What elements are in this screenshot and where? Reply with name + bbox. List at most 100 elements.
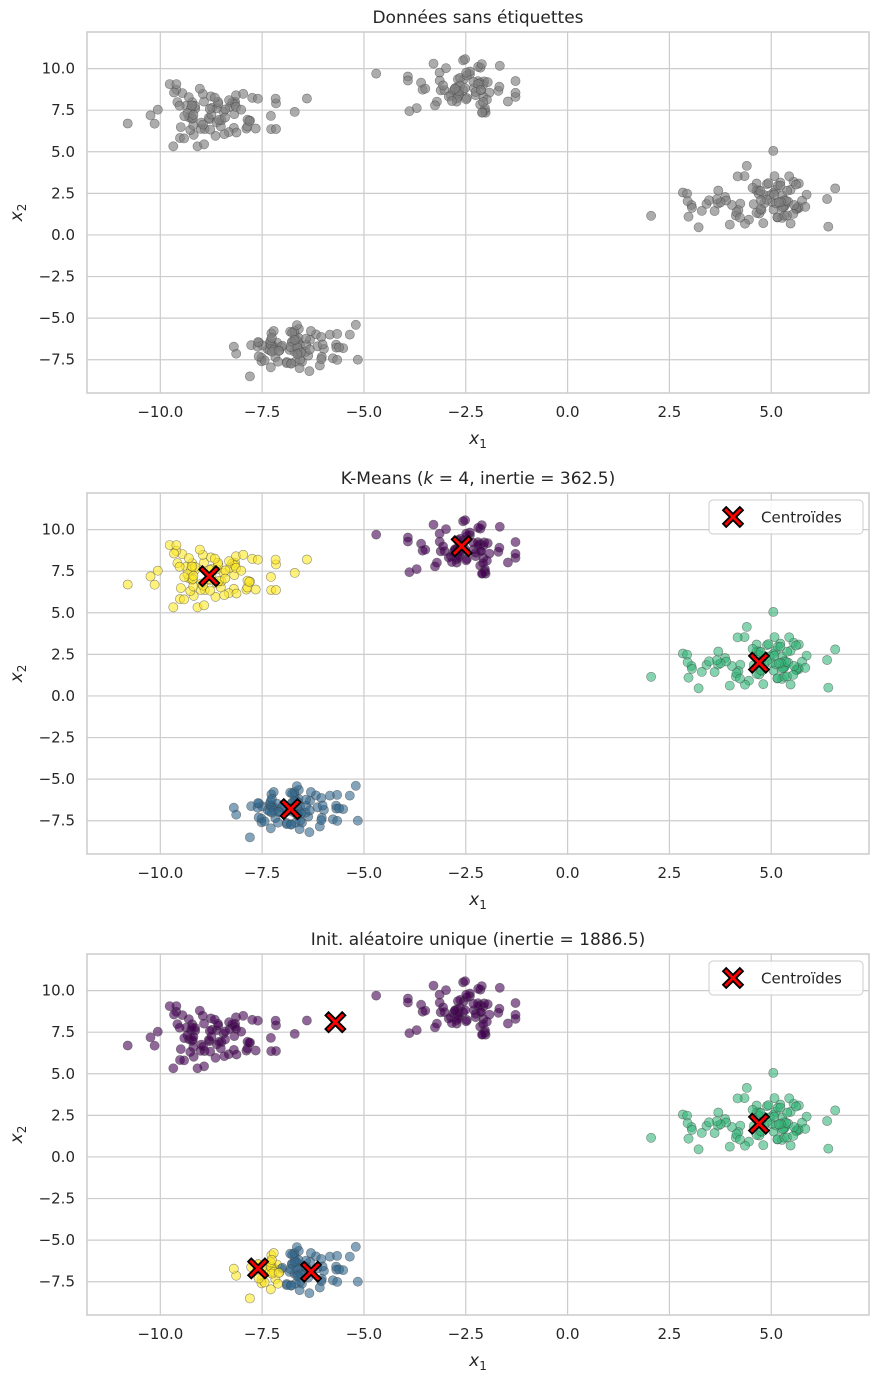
data-point bbox=[420, 544, 431, 555]
legend: Centroïdes bbox=[708, 960, 864, 996]
plot-frame bbox=[86, 492, 870, 855]
data-point bbox=[430, 561, 440, 572]
y-tick-label: −7.5 bbox=[39, 1273, 75, 1291]
data-point bbox=[822, 194, 832, 204]
y-tick-label: −5.0 bbox=[39, 1231, 75, 1249]
chart-title: K-Means (k = 4, inertie = 362.5) bbox=[341, 469, 615, 489]
y-axis-label: x2 bbox=[7, 665, 29, 684]
data-points bbox=[122, 976, 841, 1304]
data-point bbox=[775, 1102, 786, 1113]
data-point bbox=[789, 200, 800, 210]
data-point bbox=[205, 1046, 216, 1057]
y-tick-label: −5.0 bbox=[39, 770, 75, 788]
data-point bbox=[244, 576, 255, 587]
data-point bbox=[763, 639, 774, 649]
data-point bbox=[253, 337, 263, 347]
y-tick-label: −7.5 bbox=[39, 351, 75, 369]
data-point bbox=[301, 333, 311, 344]
data-point bbox=[494, 982, 505, 993]
data-point bbox=[305, 787, 316, 797]
data-point bbox=[791, 179, 801, 190]
data-point bbox=[149, 579, 160, 590]
data-point bbox=[693, 1144, 704, 1155]
data-point bbox=[179, 1033, 190, 1043]
data-point bbox=[175, 122, 186, 132]
x-tick-label: 0.0 bbox=[556, 403, 580, 421]
x-tick-label: 2.5 bbox=[657, 403, 681, 421]
data-point bbox=[179, 133, 189, 144]
centroid-marker bbox=[279, 797, 302, 821]
data-point bbox=[224, 95, 234, 106]
data-point bbox=[175, 1044, 186, 1054]
legend-label: Centroïdes bbox=[761, 970, 842, 988]
data-point bbox=[709, 1128, 720, 1138]
data-point bbox=[289, 107, 300, 117]
chart-panel-1: −10.0 −7.5 −5.0 −2.5 0.0 2.5 5.0 10.0 7.5 5.0 2.5 0… bbox=[7, 8, 870, 451]
data-point bbox=[265, 823, 276, 834]
data-point bbox=[350, 1241, 361, 1252]
data-point bbox=[769, 171, 780, 181]
chart-panel-3: −10.0 −7.5 −5.0 −2.5 0.0 2.5 5.0 10.0 7.5 5.0 2.5 0… bbox=[7, 930, 870, 1373]
data-point bbox=[788, 670, 799, 680]
data-point bbox=[478, 558, 488, 568]
data-point bbox=[179, 111, 190, 121]
data-point bbox=[477, 568, 487, 579]
data-point bbox=[273, 1278, 283, 1289]
data-point bbox=[145, 571, 156, 582]
x-tick-label: 0.0 bbox=[556, 1325, 580, 1343]
x-axis-label: x1 bbox=[468, 1351, 487, 1373]
data-point bbox=[713, 1107, 724, 1118]
y-axis-label: x2 bbox=[7, 204, 29, 223]
data-point bbox=[823, 221, 834, 232]
x-tick-label: −7.5 bbox=[244, 403, 280, 421]
data-point bbox=[301, 93, 312, 104]
data-point bbox=[494, 542, 505, 553]
data-point bbox=[704, 656, 714, 667]
legend-centroid-marker bbox=[721, 966, 745, 990]
data-point bbox=[289, 1029, 300, 1039]
data-point bbox=[253, 812, 264, 823]
data-point bbox=[204, 1026, 215, 1036]
data-point bbox=[784, 1093, 795, 1104]
data-point bbox=[494, 521, 505, 532]
data-point bbox=[273, 345, 284, 356]
legend: Centroïdes bbox=[708, 499, 864, 535]
data-point bbox=[266, 793, 277, 804]
data-point bbox=[420, 83, 431, 94]
data-point bbox=[271, 1046, 281, 1056]
data-point bbox=[209, 553, 220, 564]
data-point bbox=[769, 632, 780, 642]
data-point bbox=[502, 557, 513, 568]
x-tick-label: 0.0 bbox=[556, 864, 580, 882]
data-point bbox=[735, 212, 745, 223]
data-point bbox=[830, 1105, 841, 1116]
data-point bbox=[187, 100, 197, 111]
data-point bbox=[461, 1016, 472, 1027]
data-point bbox=[316, 354, 327, 365]
data-point bbox=[687, 202, 697, 213]
data-point bbox=[724, 1141, 735, 1152]
data-point bbox=[204, 104, 215, 114]
y-tick-label: 7.5 bbox=[51, 562, 75, 580]
y-tick-label: −7.5 bbox=[39, 812, 75, 830]
y-tick-label: 5.0 bbox=[51, 604, 75, 622]
data-point bbox=[273, 817, 283, 828]
x-tick-label: −7.5 bbox=[244, 1325, 280, 1343]
data-point bbox=[149, 1040, 160, 1051]
data-point bbox=[291, 320, 302, 330]
data-point bbox=[220, 573, 230, 584]
data-point bbox=[174, 1022, 185, 1033]
data-point bbox=[696, 205, 707, 216]
data-point bbox=[183, 92, 194, 102]
legend-label: Centroïdes bbox=[761, 509, 842, 527]
data-point bbox=[460, 1005, 470, 1015]
data-point bbox=[149, 118, 160, 129]
data-point bbox=[271, 124, 281, 134]
data-point bbox=[446, 96, 457, 106]
data-point bbox=[209, 1014, 220, 1025]
data-point bbox=[250, 1045, 261, 1056]
data-point bbox=[502, 1018, 513, 1029]
data-point bbox=[788, 208, 799, 219]
data-point bbox=[441, 63, 451, 73]
data-point bbox=[404, 106, 415, 117]
